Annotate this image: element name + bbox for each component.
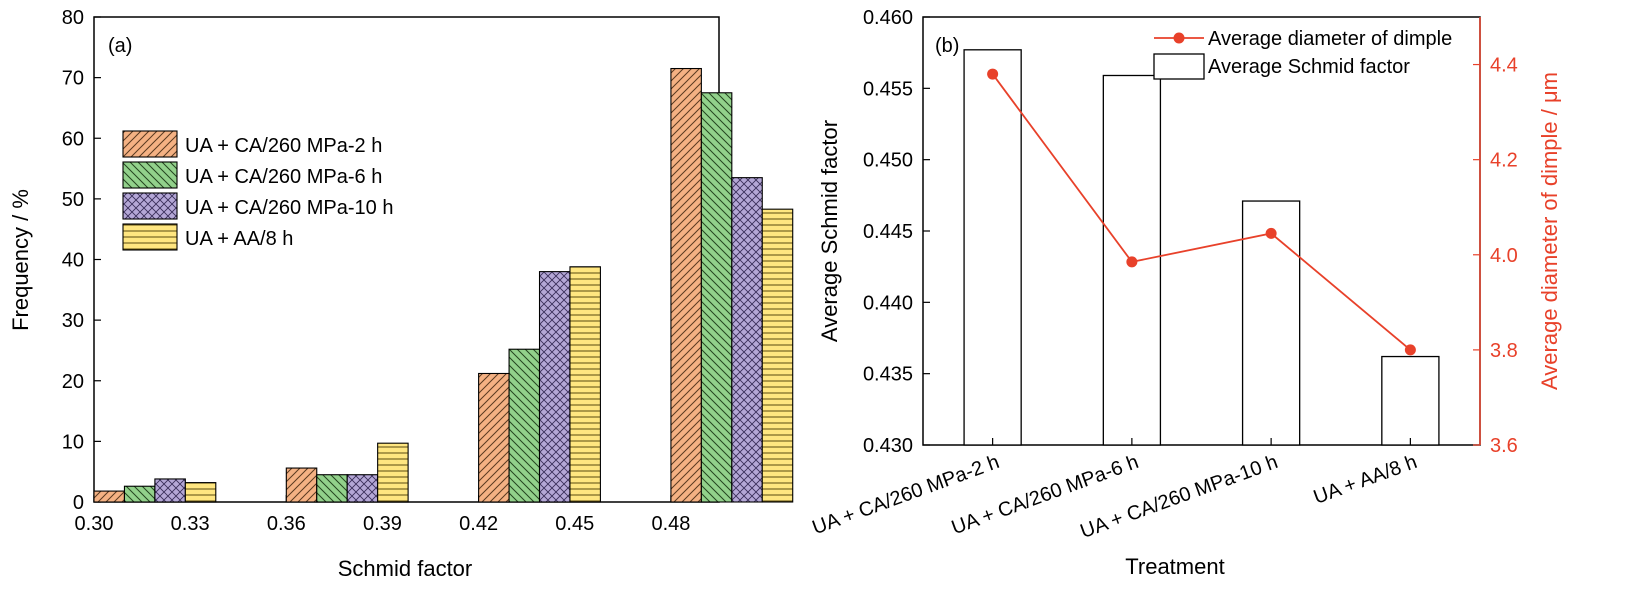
panel-a-ytick-label: 40 xyxy=(62,250,84,272)
panel-a-legend-label: UA + CA/260 MPa-6 h xyxy=(185,166,382,188)
panel-a-bar xyxy=(538,271,571,503)
panel-b-legend-swatch xyxy=(1153,53,1205,80)
panel-a-ytick-label: 60 xyxy=(62,128,84,150)
panel-a-xtick-label: 0.33 xyxy=(171,513,210,535)
panel-a-xtick-label: 0.30 xyxy=(75,513,114,535)
panel-b-ylabel: Average Schmid factor xyxy=(817,120,842,342)
panel-b-legend: Average diameter of dimple Average Schmid… xyxy=(1153,28,1452,80)
panel-a-bar xyxy=(93,490,125,503)
panel-a-ytick-label: 50 xyxy=(62,189,84,211)
panel-a-label: (a) xyxy=(108,35,132,57)
panel-b-y2tick-label: 3.8 xyxy=(1490,340,1518,362)
panel-b-ytick-label: 0.460 xyxy=(863,7,913,29)
panel-a-legend-swatch xyxy=(122,192,178,220)
panel-b-y2tick-label: 4.0 xyxy=(1490,245,1518,267)
panel-b-chart: (b) 0.4300.4350.4400.4450.4500.4550.460 … xyxy=(809,7,1562,579)
panel-a-histogram: (a) 0 10 20 30 40 50 60 70 80 0.30 0.33 0.36 0.39 0.… xyxy=(8,7,794,581)
panel-a-bar xyxy=(700,92,733,503)
panel-b-ytick-label: 0.430 xyxy=(863,435,913,457)
panel-b-y2tick-label: 4.4 xyxy=(1490,55,1518,77)
panel-b-line-point xyxy=(1404,344,1416,356)
panel-a-bar xyxy=(154,478,186,503)
panel-a-xtick-label: 0.36 xyxy=(267,513,306,535)
panel-b-xlabel: Treatment xyxy=(1125,554,1224,579)
panel-b-bar xyxy=(1381,355,1440,446)
panel-b-bar xyxy=(1102,74,1162,446)
panel-b-y2tick-label: 4.2 xyxy=(1490,150,1518,172)
panel-b-ytick-label: 0.440 xyxy=(863,292,913,314)
panel-a-bar xyxy=(123,485,156,503)
panel-a-bar xyxy=(346,474,379,503)
panel-a-bar xyxy=(285,467,318,503)
panel-a-bar xyxy=(377,442,409,503)
panel-a-legend-swatch xyxy=(122,130,178,158)
panel-a-xtick-label: 0.48 xyxy=(651,513,690,535)
panel-a-bar xyxy=(508,348,541,503)
panel-a-ytick-label: 20 xyxy=(62,371,84,393)
panel-a-legend: UA + CA/260 MPa-2 h UA + CA/260 MPa-6 h UA… xyxy=(122,130,393,251)
panel-a-bar xyxy=(478,372,510,503)
panel-a-ytick-label: 80 xyxy=(62,7,84,29)
panel-a-ytick-label: 70 xyxy=(62,68,84,90)
panel-a-bar xyxy=(670,67,702,503)
panel-b-xtick-label: UA + AA/8 h xyxy=(1311,451,1420,509)
panel-a-xtick-label: 0.39 xyxy=(363,513,402,535)
panel-b-ytick-label: 0.445 xyxy=(863,221,913,243)
panel-a-legend-label: UA + AA/8 h xyxy=(185,228,293,250)
panel-b-ytick-label: 0.455 xyxy=(863,78,913,100)
panel-b-y2tick-label: 3.6 xyxy=(1490,435,1518,457)
panel-b-legend-marker xyxy=(1173,32,1185,44)
panel-a-xtick-label: 0.42 xyxy=(459,513,498,535)
panel-a-bar xyxy=(316,474,348,503)
panel-a-legend-label: UA + CA/260 MPa-10 h xyxy=(185,197,393,219)
panel-a-bar xyxy=(761,208,794,503)
panel-b-line-series xyxy=(991,73,1411,351)
panel-b-legend-label: Average Schmid factor xyxy=(1208,56,1410,78)
panel-a-legend-swatch xyxy=(122,223,178,251)
panel-a-legend-swatch xyxy=(122,161,178,189)
panel-b-legend-label: Average diameter of dimple xyxy=(1208,28,1452,50)
panel-b-line-point xyxy=(1126,256,1138,268)
panel-a-ytick-label: 10 xyxy=(62,431,84,453)
panel-b-line-point xyxy=(987,68,999,80)
panel-b-ytick-label: 0.435 xyxy=(863,364,913,386)
panel-a-frame xyxy=(93,16,720,503)
panel-b-bar xyxy=(963,49,1022,446)
panel-b-line-point xyxy=(1265,227,1277,239)
panel-b-ytick-label: 0.450 xyxy=(863,150,913,172)
panel-a-xtick-label: 0.45 xyxy=(555,513,594,535)
panel-a-bar xyxy=(731,177,763,503)
panel-b-y2label: Average diameter of dimple / μm xyxy=(1537,72,1562,390)
panel-a-xlabel: Schmid factor xyxy=(338,556,473,581)
panel-a-ytick-label: 30 xyxy=(62,310,84,332)
panel-a-bar xyxy=(569,266,601,503)
panel-a-ylabel: Frequency / % xyxy=(8,189,33,331)
panel-a-bar xyxy=(184,482,217,503)
panel-b-label: (b) xyxy=(935,35,959,57)
panel-a-ytick-label: 0 xyxy=(73,492,84,514)
panel-a-legend-label: UA + CA/260 MPa-2 h xyxy=(185,135,382,157)
